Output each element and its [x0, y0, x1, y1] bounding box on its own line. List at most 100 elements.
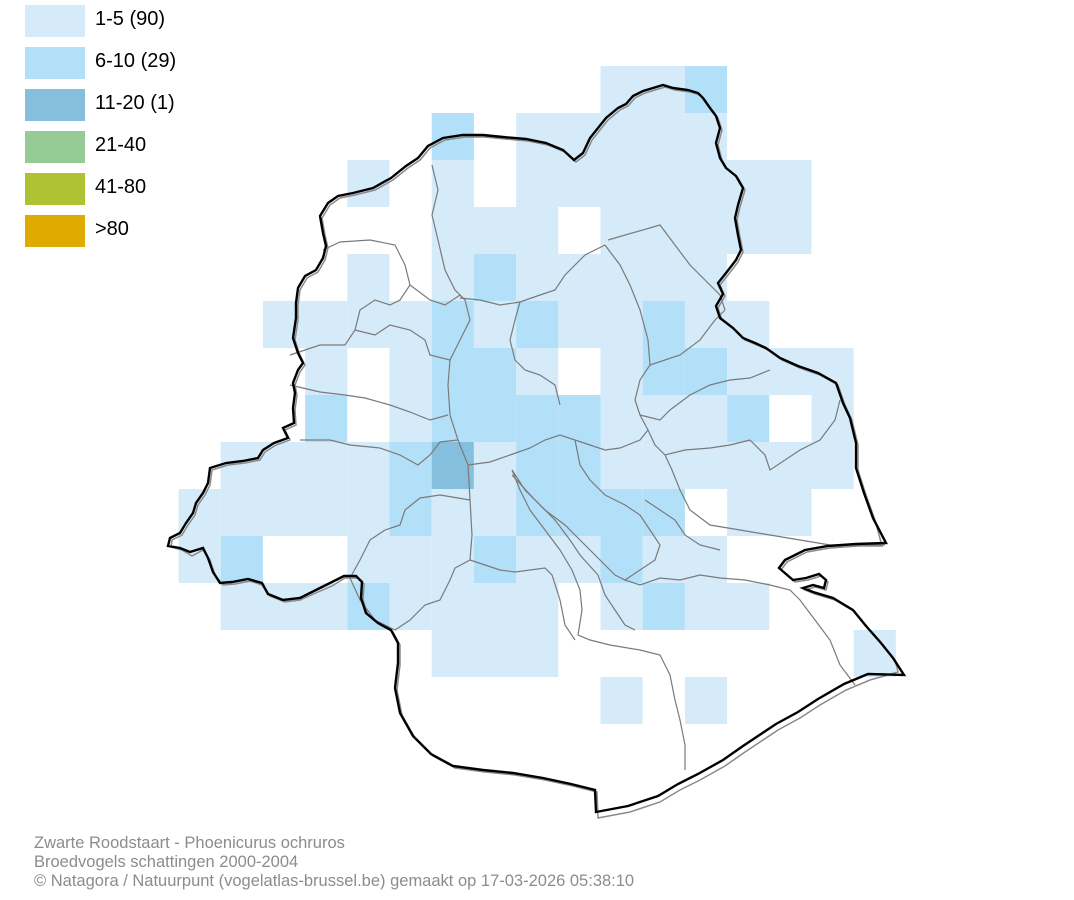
grid-cell: [684, 301, 728, 348]
grid-cell: [516, 113, 559, 160]
grid-cell: [558, 301, 601, 348]
grid-cell: [684, 583, 728, 630]
grid-cell: [558, 536, 601, 583]
grid-cell: [600, 113, 643, 160]
municipality-boundary: [644, 499, 721, 551]
grid-cells: [178, 66, 896, 724]
legend-swatch: [25, 215, 85, 247]
grid-cell: [684, 254, 728, 301]
grid-cell: [600, 583, 643, 630]
grid-cell: [642, 301, 685, 348]
grid-cell: [220, 536, 263, 583]
grid-cell: [558, 160, 601, 207]
grid-cell: [600, 160, 643, 207]
grid-cell: [305, 442, 348, 489]
grid-cell: [220, 489, 263, 536]
grid-cell: [600, 395, 643, 442]
grid-cell: [727, 583, 770, 630]
grid-cell: [684, 160, 728, 207]
species-name: Zwarte Roodstaart - Phoenicurus ochruros: [34, 834, 345, 852]
grid-cell: [558, 489, 601, 536]
legend-swatch: [25, 89, 85, 121]
municipality-boundary: [289, 239, 411, 356]
grid-cell: [600, 677, 643, 724]
grid-cell: [684, 207, 728, 254]
grid-cell: [684, 395, 728, 442]
grid-cell: [473, 301, 517, 348]
grid-cell: [811, 442, 854, 489]
grid-cell: [262, 442, 306, 489]
grid-cell: [262, 583, 306, 630]
grid-cell: [431, 207, 474, 254]
caption-subtitle: Broedvogels schattingen 2000-2004: [34, 853, 299, 871]
grid-cell: [642, 583, 685, 630]
grid-cell: [516, 583, 559, 630]
grid-cell: [811, 348, 854, 395]
municipality-boundary: [469, 559, 576, 641]
grid-cell: [811, 395, 854, 442]
legend-swatch: [25, 173, 85, 205]
grid-cell: [642, 536, 685, 583]
grid-cell: [516, 207, 559, 254]
grid-cell: [516, 160, 559, 207]
grid-cell: [516, 254, 559, 301]
municipality-boundary: [749, 399, 841, 471]
grid-cell: [727, 395, 770, 442]
grid-cell: [727, 160, 770, 207]
municipality-boundary: [624, 574, 856, 686]
grid-cell: [473, 207, 517, 254]
legend-item-11-20: 11-20 (1): [25, 89, 285, 121]
legend-label: 21-40: [95, 134, 147, 156]
municipality-boundary: [431, 164, 473, 561]
grid-cell: [473, 536, 517, 583]
map-caption: Zwarte Roodstaart - Phoenicurus ochruros…: [34, 834, 634, 891]
legend-item-41-80: 41-80: [25, 173, 285, 205]
grid-cell: [347, 301, 390, 348]
legend-label: 41-80: [95, 176, 147, 198]
municipality-boundary: [300, 439, 459, 466]
municipality-boundary: [509, 301, 561, 406]
grid-cell: [642, 442, 685, 489]
municipality-boundary: [459, 244, 606, 306]
grid-cell: [431, 348, 474, 395]
grid-cell: [347, 254, 390, 301]
grid-cell: [516, 442, 559, 489]
grid-cell: [558, 395, 601, 442]
grid-cell: [684, 66, 728, 113]
municipality-boundary: [511, 469, 686, 770]
grid-cell: [431, 630, 474, 677]
grid-cell: [600, 442, 643, 489]
grid-cell: [305, 489, 348, 536]
municipality-boundary: [604, 244, 651, 416]
legend-label: 11-20 (1): [95, 92, 175, 114]
grid-cell: [431, 536, 474, 583]
grid-cell: [305, 301, 348, 348]
legend-swatch: [25, 131, 85, 163]
grid-cell: [600, 536, 643, 583]
grid-cell: [516, 536, 559, 583]
grid-cell: [769, 207, 812, 254]
grid-cell: [473, 254, 517, 301]
grid-cell: [642, 254, 685, 301]
municipality-boundary: [349, 559, 471, 631]
municipality-boundary: [467, 429, 649, 466]
grid-cell: [769, 489, 812, 536]
municipality-boundaries: [289, 164, 885, 770]
grid-cell: [305, 348, 348, 395]
grid-cell: [262, 489, 306, 536]
grid-cell: [473, 348, 517, 395]
municipality-boundary: [511, 439, 661, 581]
grid-cell: [431, 489, 474, 536]
grid-cell: [431, 395, 474, 442]
municipality-boundary: [349, 494, 471, 579]
grid-cell: [431, 583, 474, 630]
grid-cell: [473, 442, 517, 489]
grid-cell: [347, 442, 390, 489]
municipality-boundary: [639, 414, 751, 456]
grid-cell: [220, 583, 263, 630]
municipality-boundary: [409, 284, 466, 306]
legend-item-1-5: 1-5 (90): [25, 5, 285, 37]
grid-cell: [769, 160, 812, 207]
grid-cell: [389, 583, 432, 630]
grid-cell: [558, 442, 601, 489]
